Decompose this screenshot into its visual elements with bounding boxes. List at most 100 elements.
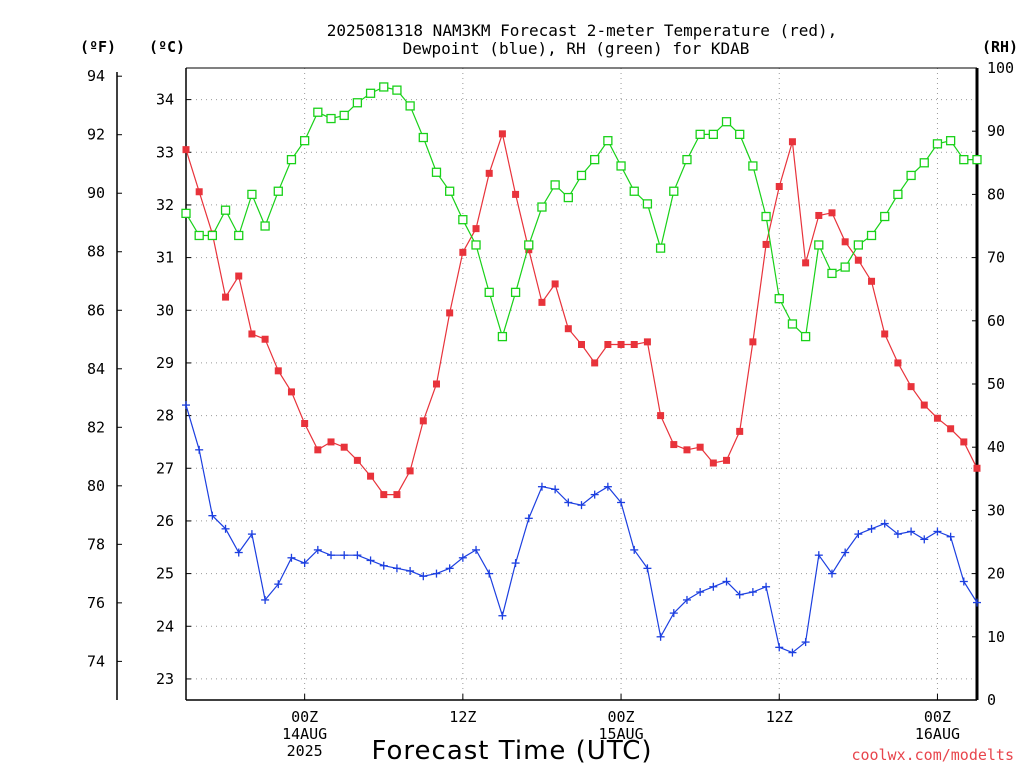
- chart-title: 2025081318 NAM3KM Forecast 2-meter Tempe…: [327, 21, 838, 58]
- celsius-tick-label: 29: [156, 354, 174, 372]
- rh-point: [431, 167, 442, 177]
- rh-point: [669, 186, 679, 196]
- rh-tick-label: 50: [987, 375, 1005, 393]
- dewpoint-point: [234, 548, 243, 557]
- rh-point: [590, 154, 600, 165]
- rh-point: [814, 240, 824, 250]
- dewpoint-point: [406, 566, 415, 575]
- rh-point: [853, 240, 863, 250]
- dewpoint-point: [841, 548, 850, 557]
- rh-point: [484, 287, 494, 298]
- x-tick-label: 16AUG: [915, 725, 960, 743]
- rh-point: [273, 186, 283, 196]
- rh-point: [866, 230, 877, 241]
- temperature-point: [591, 359, 599, 367]
- celsius-tick-label: 25: [156, 565, 174, 583]
- x-tick-label: 14AUG: [282, 725, 327, 743]
- rh-point: [458, 215, 468, 225]
- dewpoint-point: [973, 598, 981, 607]
- x-axis-title: Forecast Time (UTC): [371, 736, 652, 766]
- rh-point: [629, 186, 639, 196]
- dewpoint-point: [221, 524, 230, 533]
- dewpoint-point: [379, 561, 388, 570]
- rh-line: [185, 86, 977, 339]
- temperature-point: [894, 359, 902, 367]
- dewpoint-point: [656, 632, 665, 641]
- temperature-point: [512, 190, 520, 198]
- temperature-point: [340, 443, 348, 451]
- temperature-point: [630, 341, 638, 348]
- temperature-point: [551, 280, 559, 288]
- dewpoint-point: [564, 498, 573, 507]
- dewpoint-point: [300, 559, 309, 568]
- temperature-point: [723, 456, 731, 464]
- x-tick-label: 00Z: [608, 708, 635, 726]
- dewpoint-point: [748, 588, 757, 597]
- rh-point: [392, 85, 402, 95]
- dewpoint-point: [287, 553, 296, 562]
- dewpoint-point: [907, 527, 916, 536]
- rh-point: [181, 208, 191, 219]
- celsius-tick-label: 30: [156, 301, 174, 319]
- rh-point: [655, 243, 666, 253]
- rh-point: [405, 101, 415, 111]
- x-tick-label: 12Z: [449, 708, 476, 726]
- rh-point: [919, 158, 929, 168]
- dewpoint-point: [537, 482, 546, 491]
- temperature-point: [472, 225, 480, 233]
- temperature-point: [287, 388, 295, 396]
- dewpoint-point: [432, 569, 441, 578]
- celsius-unit-label: (ºC): [149, 38, 185, 56]
- rh-point: [445, 186, 455, 196]
- temperature-point: [419, 417, 427, 425]
- rh-point: [471, 240, 481, 250]
- fahrenheit-tick-label: 82: [87, 418, 105, 436]
- temperature-point: [868, 277, 876, 285]
- series-layer: [181, 82, 982, 657]
- dewpoint-point: [590, 490, 599, 499]
- rh-point: [537, 202, 547, 212]
- rh-point: [959, 154, 969, 165]
- rh-tick-label: 30: [987, 501, 1005, 519]
- temperature-point: [393, 491, 401, 499]
- dewpoint-point: [920, 535, 929, 544]
- rh-point: [299, 136, 310, 146]
- temperature-point: [947, 425, 955, 433]
- grid-lines: [186, 68, 977, 700]
- rh-point: [418, 132, 428, 143]
- x-tick-label: 00Z: [291, 708, 318, 726]
- dewpoint-point: [827, 569, 836, 578]
- temperature-line: [185, 131, 978, 496]
- dewpoint-point: [643, 564, 652, 573]
- dewpoint-point: [472, 545, 481, 554]
- temperature-point: [182, 146, 190, 154]
- temperature-point: [828, 209, 836, 217]
- dewpoint-point: [485, 569, 494, 578]
- rh-point: [194, 230, 204, 241]
- temperature-point: [657, 412, 665, 420]
- temperature-point: [749, 338, 757, 346]
- temperature-point: [538, 298, 546, 306]
- dewpoint-point: [353, 551, 362, 560]
- rh-tick-label: 10: [987, 628, 1005, 646]
- dewpoint-point: [392, 564, 401, 573]
- temperature-point: [432, 380, 440, 388]
- rh-point: [220, 205, 231, 215]
- rh-tick-label: 90: [987, 122, 1005, 140]
- fahrenheit-tick-label: 74: [87, 652, 105, 670]
- temperature-point: [459, 248, 467, 256]
- x-tick-label: 2025: [287, 742, 323, 760]
- celsius-tick-label: 32: [156, 196, 174, 214]
- rh-tick-label: 40: [987, 438, 1005, 456]
- temperature-point: [525, 246, 533, 254]
- temperature-point: [617, 341, 625, 348]
- temperature-point: [261, 335, 269, 343]
- fahrenheit-tick-label: 84: [87, 360, 105, 378]
- rh-point: [365, 88, 376, 98]
- dewpoint-point: [327, 551, 336, 560]
- dewpoint-point: [669, 609, 678, 618]
- dewpoint-point: [893, 530, 902, 539]
- fahrenheit-tick-label: 80: [87, 477, 105, 495]
- rh-point: [603, 136, 613, 146]
